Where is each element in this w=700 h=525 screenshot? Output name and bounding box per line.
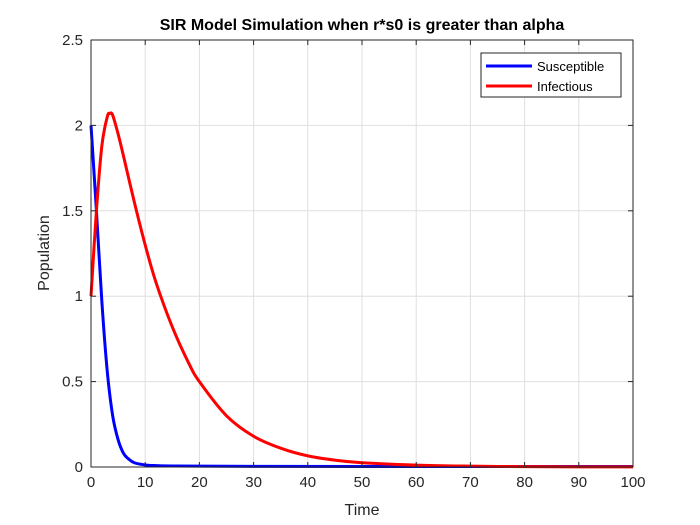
x-tick-label: 30: [245, 474, 262, 491]
x-tick-label: 50: [354, 474, 371, 491]
legend: Susceptible Infectious: [480, 52, 622, 98]
x-tick-label: 70: [462, 474, 479, 491]
legend-label-infectious: Infectious: [537, 79, 593, 94]
legend-label-susceptible: Susceptible: [537, 59, 604, 74]
x-tick-label: 60: [408, 474, 425, 491]
x-tick-label: 100: [620, 474, 645, 491]
y-axis-label: Population: [36, 215, 53, 291]
y-tick-label: 0: [75, 459, 83, 476]
legend-box: [480, 52, 622, 98]
y-tick-label: 1: [75, 288, 83, 305]
x-tick-label: 0: [87, 474, 95, 491]
x-tick-label: 90: [570, 474, 587, 491]
chart-title: SIR Model Simulation when r*s0 is greate…: [160, 17, 565, 34]
x-axis-label: Time: [345, 502, 380, 519]
y-tick-label: 1.5: [62, 203, 83, 220]
y-tick-label: 2.5: [62, 32, 83, 49]
series-line-susceptible: [89, 125, 634, 469]
x-tick-label: 40: [299, 474, 316, 491]
ticks: 0 10 20 30 40 50 60 70 80 90 100 0 0.5 1 1.5 2 2.5: [62, 32, 645, 491]
x-tick-label: 10: [137, 474, 154, 491]
x-tick-label: 20: [191, 474, 208, 491]
x-tick-label: 80: [516, 474, 533, 491]
y-tick-label: 2: [75, 117, 83, 134]
y-tick-label: 0.5: [62, 374, 83, 391]
